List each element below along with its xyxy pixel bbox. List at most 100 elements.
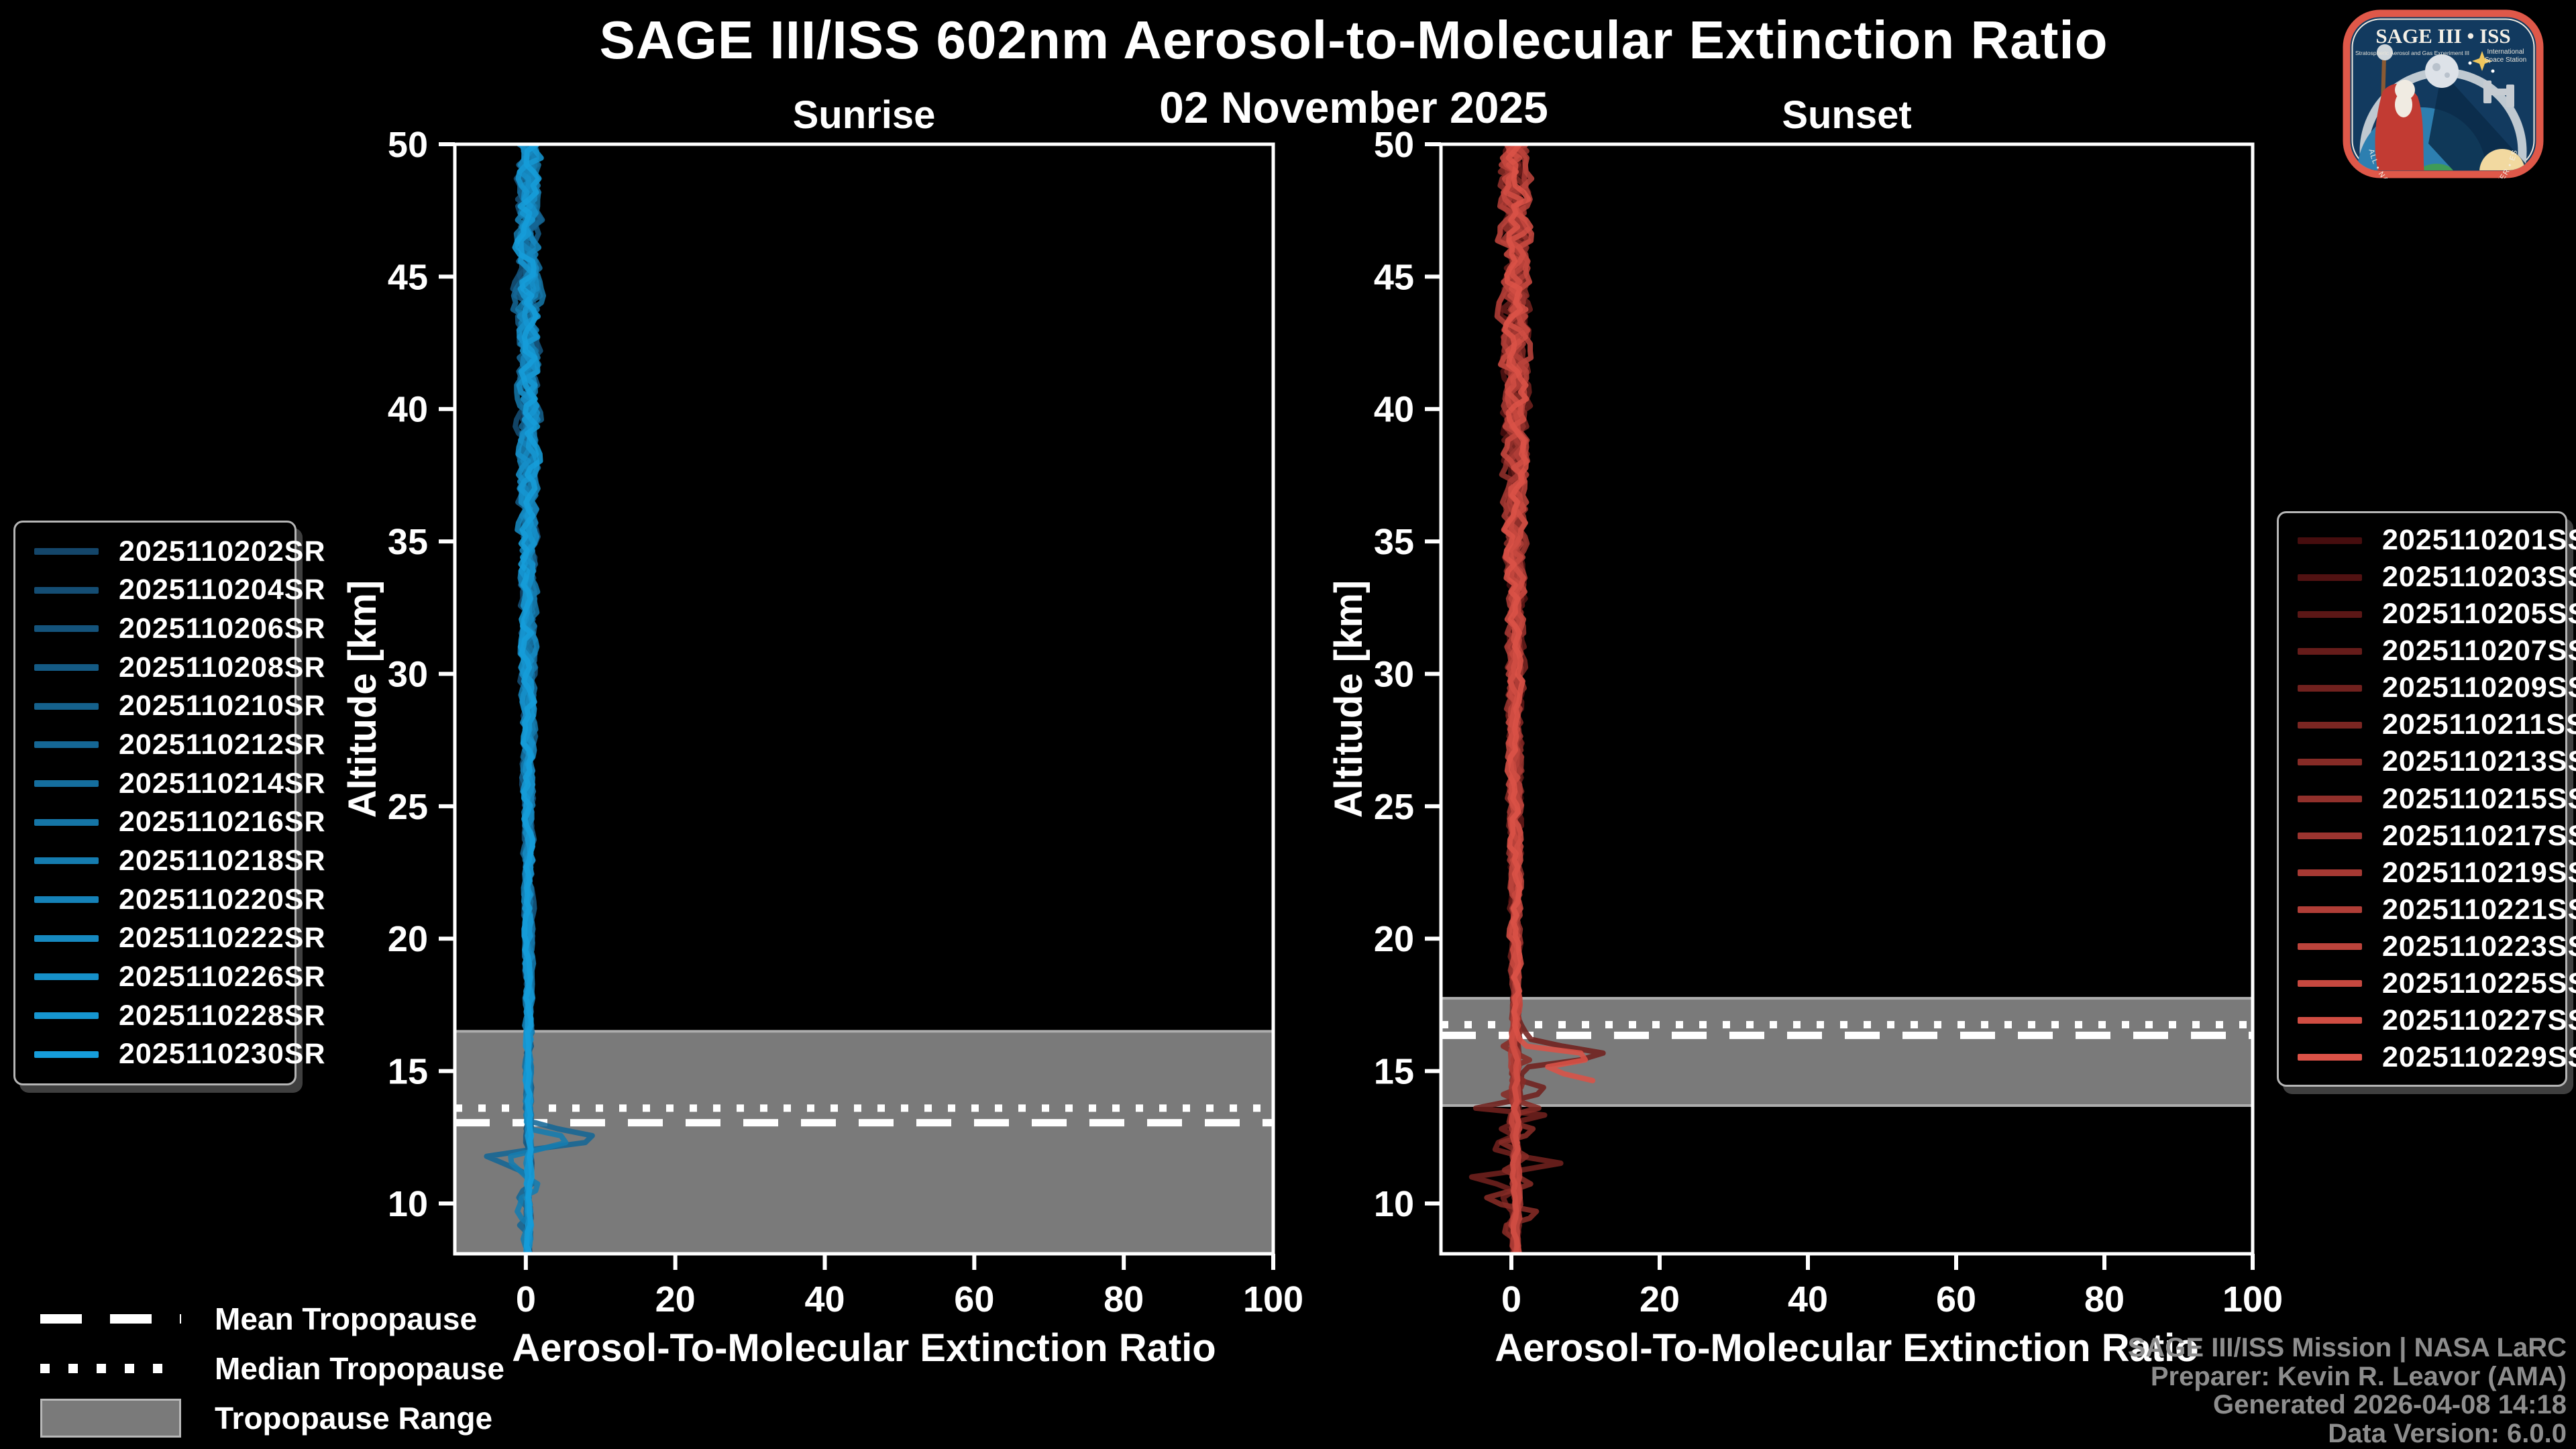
- logo-moon: [2425, 54, 2459, 88]
- legend-line-swatch: [2298, 647, 2362, 655]
- legend-item: 2025110215SS: [2279, 783, 2576, 816]
- legend-item-label: 2025110208SR: [119, 651, 326, 684]
- tropopause-range-legend-item: Tropopause Range: [40, 1399, 504, 1438]
- x-tick-label: 60: [954, 1279, 994, 1320]
- sunset-panel-title: Sunset: [1782, 93, 1912, 137]
- legend-item-label: 2025110202SR: [119, 535, 326, 568]
- legend-line-swatch: [34, 702, 99, 710]
- logo-star-icon: [2472, 51, 2492, 71]
- y-tick-label: 30: [388, 654, 428, 694]
- x-tick-label: 40: [1788, 1279, 1828, 1320]
- mean-tropopause-label: Mean Tropopause: [215, 1301, 478, 1336]
- legend-line-swatch: [2298, 1017, 2362, 1024]
- legend-line-swatch: [34, 1012, 99, 1020]
- tropopause-range-band: [455, 1031, 1273, 1254]
- legend-item-label: 2025110207SS: [2382, 635, 2576, 667]
- y-tick-label: 20: [388, 919, 428, 959]
- legend-item-label: 2025110204SR: [119, 574, 326, 606]
- legend-item: 2025110226SR: [15, 961, 325, 994]
- legend-item: 2025110206SR: [15, 612, 325, 645]
- x-tick-label: 0: [1501, 1279, 1521, 1320]
- legend-line-swatch: [34, 664, 99, 672]
- median-tropopause-legend-item: Median Tropopause: [40, 1350, 504, 1387]
- legend-item-label: 2025110218SR: [119, 844, 326, 877]
- footer-preparer-line: Preparer: Kevin R. Leavor (AMA): [2150, 1361, 2567, 1391]
- y-tick-label: 25: [388, 787, 428, 827]
- legend-item: 2025110216SR: [15, 806, 325, 839]
- y-tick-label: 40: [1374, 390, 1414, 430]
- legend-line-swatch: [34, 586, 99, 594]
- legend-item-label: 2025110230SR: [119, 1038, 326, 1071]
- legend-line-swatch: [34, 548, 99, 555]
- logo-sun: [2479, 149, 2525, 170]
- median-tropopause-label: Median Tropopause: [215, 1351, 504, 1386]
- y-tick-label: 15: [388, 1052, 428, 1092]
- tropopause-legend: Mean Tropopause Median Tropopause Tropop…: [40, 1300, 504, 1438]
- sunrise-legend: 2025110202SR 2025110204SR 2025110206SR 2025…: [13, 521, 325, 1085]
- sunset-frame: [1439, 142, 2255, 1256]
- x-tick-label: 80: [1104, 1279, 1144, 1320]
- legend-item: 2025110214SR: [15, 767, 325, 800]
- legend-item-label: 2025110223SS: [2382, 930, 2576, 963]
- x-tick-label: 60: [1936, 1279, 1976, 1320]
- legend-item-label: 2025110228SR: [119, 999, 326, 1032]
- profile-2025110229SS: [1501, 144, 1596, 1083]
- legend-item-label: 2025110212SR: [119, 728, 326, 761]
- y-tick-label: 25: [1374, 787, 1414, 827]
- legend-item-label: 2025110209SS: [2382, 672, 2576, 704]
- legend-item-label: 2025110213SS: [2382, 745, 2576, 778]
- legend-line-swatch: [2298, 1054, 2362, 1061]
- x-tick-label: 20: [1640, 1279, 1680, 1320]
- legend-item-label: 2025110229SS: [2382, 1040, 2576, 1073]
- y-tick-label: 10: [388, 1184, 428, 1224]
- legend-item-label: 2025110216SR: [119, 806, 326, 839]
- legend-item: 2025110205SS: [2279, 598, 2576, 631]
- range-band-swatch: [40, 1399, 181, 1438]
- x-tick-label: 100: [1243, 1279, 1303, 1320]
- y-tick-label: 35: [388, 522, 428, 562]
- legend-item: 2025110218SR: [15, 845, 325, 877]
- y-tick-label: 50: [388, 125, 428, 165]
- legend-line-swatch: [2298, 610, 2362, 618]
- sunset-legend: 2025110201SS 2025110203SS 2025110205SS 2025…: [2277, 511, 2576, 1087]
- legend-line-swatch: [2298, 721, 2362, 729]
- sunset-plot-area: [1441, 144, 2253, 1254]
- attribution-footer: SAGE III/ISS Mission | NASA LaRC Prepare…: [2128, 1334, 2567, 1448]
- legend-item: 2025110219SS: [2279, 857, 2576, 890]
- legend-item-label: 2025110225SS: [2382, 967, 2576, 1000]
- plot-date: 02 November 2025: [1159, 83, 1548, 132]
- legend-line-swatch: [2298, 574, 2362, 581]
- legend-item: 2025110212SR: [15, 729, 325, 761]
- legend-item: 2025110202SR: [15, 535, 325, 568]
- legend-line-swatch: [34, 973, 99, 981]
- legend-item-label: 2025110203SS: [2382, 561, 2576, 594]
- legend-item: 2025110207SS: [2279, 635, 2576, 667]
- y-tick-label: 45: [388, 257, 428, 297]
- legend-item: 2025110228SR: [15, 1000, 325, 1032]
- legend-line-swatch: [34, 818, 99, 826]
- legend-item-label: 2025110211SS: [2382, 708, 2576, 741]
- legend-line-swatch: [34, 1051, 99, 1058]
- sunrise-panel-title: Sunrise: [792, 93, 936, 137]
- legend-item: 2025110211SS: [2279, 708, 2576, 741]
- legend-line-swatch: [34, 780, 99, 788]
- legend-item: 2025110227SS: [2279, 1004, 2576, 1037]
- legend-item-label: 2025110205SS: [2382, 598, 2576, 631]
- legend-item-label: 2025110201SS: [2382, 524, 2576, 557]
- profile-2025110225SS: [1497, 144, 1534, 1254]
- legend-item: 2025110220SR: [15, 883, 325, 916]
- legend-line-swatch: [2298, 758, 2362, 765]
- legend-line-swatch: [2298, 537, 2362, 544]
- legend-item: 2025110230SR: [15, 1038, 325, 1071]
- legend-line-swatch: [2298, 980, 2362, 987]
- legend-line-swatch: [34, 625, 99, 633]
- legend-line-swatch: [2298, 906, 2362, 914]
- legend-item-label: 2025110222SR: [119, 922, 326, 955]
- logo-subtitle-sage: Stratospheric Aerosol and Gas Experiment…: [2355, 50, 2469, 56]
- legend-line-swatch: [34, 896, 99, 904]
- x-tick-label: 40: [804, 1279, 845, 1320]
- y-tick-label: 20: [1374, 919, 1414, 959]
- legend-line-swatch: [2298, 684, 2362, 692]
